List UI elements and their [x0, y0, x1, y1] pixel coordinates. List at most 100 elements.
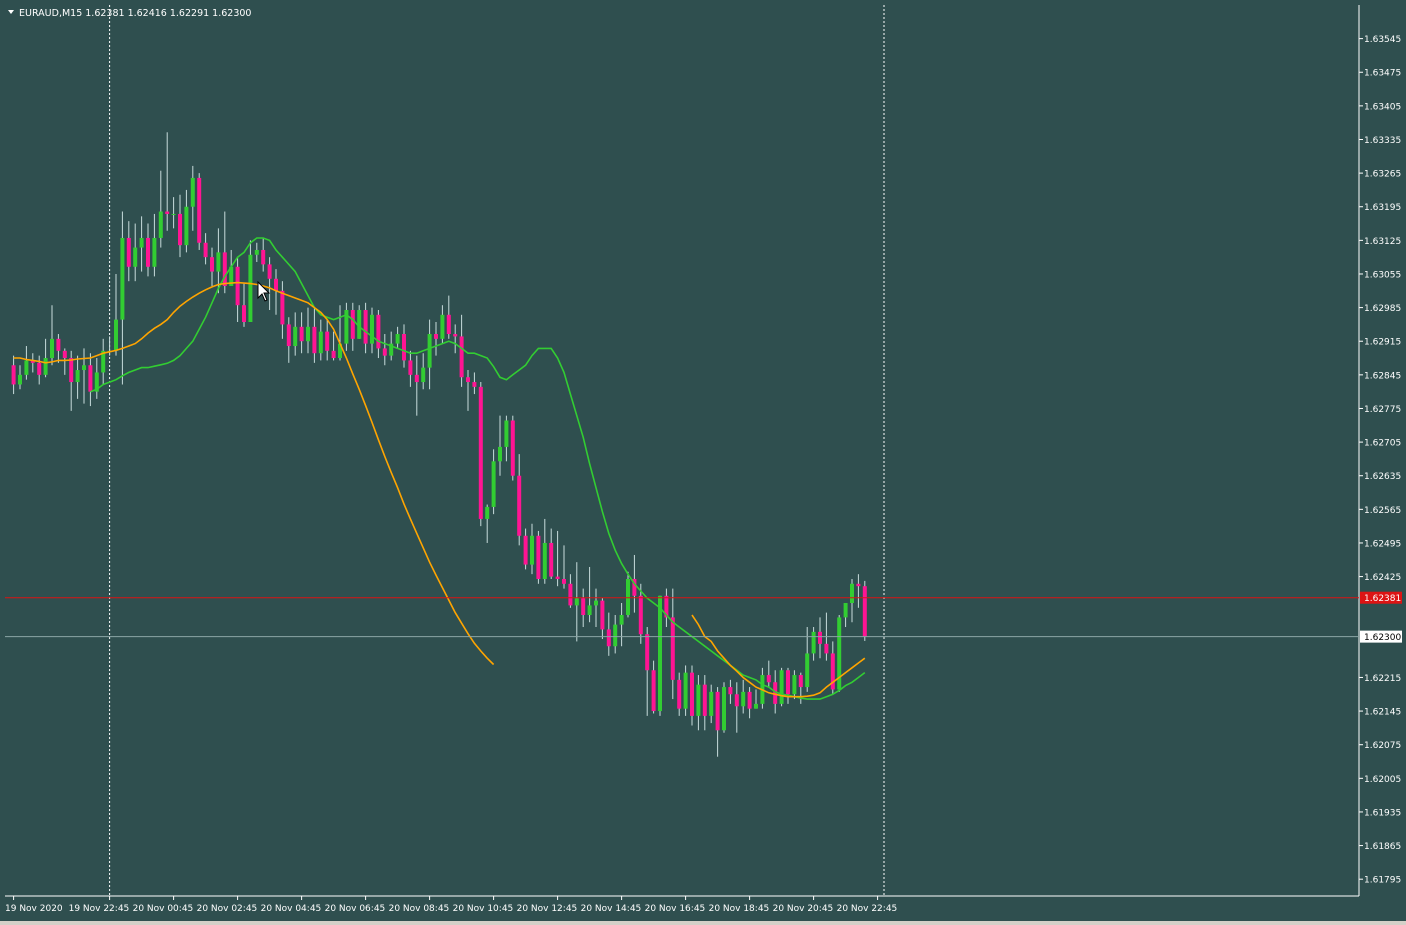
candle-body-bear [472, 382, 477, 387]
candle-body-bear [824, 643, 829, 654]
price-axis[interactable]: 1.63545 1.63475 1.63405 1.63335 1.63265 1.631… [1359, 35, 1402, 886]
candle [402, 324, 406, 368]
candle-body-bear [88, 365, 93, 392]
candle-body-bull [318, 331, 323, 354]
plot-area[interactable] [5, 5, 1359, 896]
candle-body-bear [242, 305, 246, 323]
candle-body-bull [120, 237, 125, 320]
bid-price-label: 1.62381 [1364, 594, 1401, 604]
candle-body-bear [30, 360, 35, 363]
triangle-down-icon[interactable] [8, 10, 14, 14]
time-tick-label: 20 Nov 18:45 [709, 904, 770, 914]
candle [811, 627, 816, 661]
chart-header: EURAUD,M15 1.62381 1.62416 1.62291 1.623… [8, 8, 251, 19]
bid-price-label-box [1360, 591, 1402, 604]
candle [331, 331, 336, 361]
candle-body-bull [254, 249, 259, 255]
candle [184, 189, 189, 253]
candle [427, 319, 432, 390]
candle-body-bull [370, 314, 374, 344]
candle-body-bull [709, 691, 714, 716]
candle-body-bull [619, 615, 624, 625]
candle [651, 660, 656, 714]
candle [498, 415, 502, 476]
candle-body-bull [594, 600, 598, 606]
candle [536, 530, 541, 584]
candle [210, 247, 214, 286]
candle [741, 679, 746, 714]
time-tick-label: 20 Nov 02:45 [197, 904, 258, 914]
candle-body-bear [286, 324, 291, 347]
candle-body-bull [152, 237, 157, 267]
candle [530, 523, 534, 575]
candle [286, 317, 291, 363]
candle [178, 194, 182, 258]
candle-body-bear [165, 211, 170, 214]
candle [619, 603, 624, 647]
candle-body-bear [69, 358, 74, 383]
candle [376, 310, 381, 359]
candle-body-bull [722, 687, 726, 731]
candle [395, 326, 400, 349]
candle-body-bear [446, 314, 451, 335]
candle-body-bull [216, 252, 221, 272]
candle [75, 355, 80, 399]
time-tick-label: 20 Nov 06:45 [325, 904, 386, 914]
candle [338, 305, 342, 361]
price-tick-label: 1.62005 [1364, 775, 1401, 785]
candle [43, 338, 48, 378]
candle [50, 305, 54, 366]
candle [382, 334, 387, 366]
candle-body-bear [453, 334, 458, 337]
candle [453, 324, 458, 354]
candle [357, 305, 362, 339]
candle [56, 334, 61, 363]
candle-body-bear [818, 631, 822, 644]
price-tick-label: 1.61935 [1364, 808, 1401, 818]
candle-body-bear [197, 177, 202, 243]
price-tick-label: 1.63545 [1364, 35, 1401, 45]
candle-body-bear [606, 629, 611, 647]
candle-body-bear [146, 237, 150, 267]
candle-body-bull [229, 266, 234, 286]
candle-body-bull [75, 370, 80, 383]
candle [18, 365, 22, 390]
moving-averages [13, 237, 866, 700]
candle-body-bear [664, 595, 669, 618]
candle-body-bull [338, 343, 342, 359]
candle-body-bull [306, 326, 310, 342]
candle-body-bear [549, 542, 554, 577]
candle [318, 319, 323, 361]
candle-body-bull [440, 314, 445, 339]
price-tick-label: 1.62705 [1364, 439, 1401, 449]
candle [146, 223, 150, 277]
candle-body-bear [382, 348, 387, 356]
price-tick-label: 1.62145 [1364, 708, 1401, 718]
candle-body-bull [574, 598, 579, 606]
time-axis[interactable]: 19 Nov 2020 19 Nov 22:45 20 Nov 00:45 20 No… [5, 896, 897, 914]
candle-body-bull [184, 206, 189, 246]
candle-body-bear [862, 586, 867, 637]
candle [344, 302, 349, 351]
candle-body-bull [683, 672, 688, 709]
candle-body-bear [536, 535, 541, 579]
candle-body-bear [766, 675, 771, 683]
candle [664, 588, 669, 628]
time-tick-label: 20 Nov 14:45 [581, 904, 642, 914]
candle-body-bear [408, 360, 413, 375]
time-tick-label: 20 Nov 08:45 [389, 904, 450, 914]
candle [114, 273, 118, 356]
candle-body-bear [37, 362, 42, 375]
candle [370, 307, 374, 354]
candle [510, 415, 515, 481]
candle [702, 675, 707, 731]
candle-body-bull [82, 365, 86, 371]
candle [555, 530, 560, 587]
candle [638, 583, 643, 644]
candle [242, 283, 246, 327]
period-separators [109, 5, 885, 896]
candle [472, 372, 477, 395]
time-tick-label: 19 Nov 2020 [5, 904, 63, 914]
